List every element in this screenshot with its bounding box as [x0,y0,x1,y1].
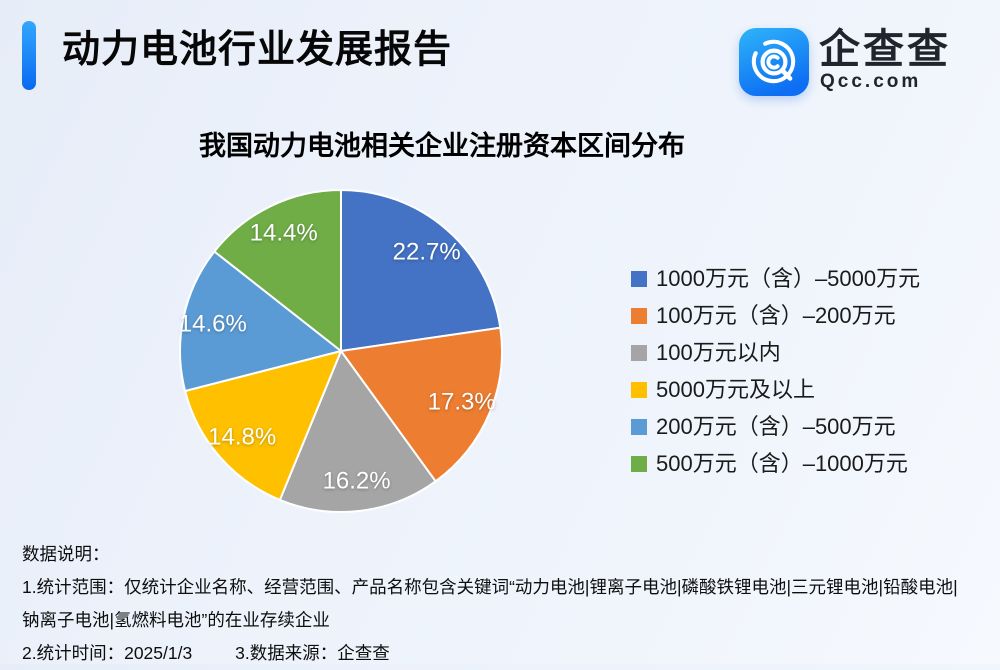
legend-item: 1000万元（含）–5000万元 [631,267,920,291]
logo-brand-name: 企查查 [819,26,951,72]
logo-domain: Qcc.com [820,71,922,92]
pie-slice [340,189,502,352]
legend-item: 5000万元及以上 [631,378,920,402]
chart-title: 我国动力电池相关企业注册资本区间分布 [199,131,685,161]
legend-label: 5000万元及以上 [656,377,815,402]
footer-note-time: 2.统计时间：2025/1/3 [22,643,193,663]
pie-slice [278,350,437,513]
legend-swatch [631,271,647,287]
legend-item: 200万元（含）–500万元 [631,415,920,439]
data-notes: 数据说明： 1.统计范围：仅统计企业名称、经营范围、产品名称包含关键词“动力电池… [22,538,968,670]
legend-label: 500万元（含）–1000万元 [656,451,908,476]
legend-label: 100万元以内 [656,340,781,365]
chart-legend: 1000万元（含）–5000万元 100万元（含）–200万元 100万元以内 500… [631,267,920,476]
pie-slice-label: 22.7% [393,238,461,265]
pie-slice [184,350,342,501]
page-title: 动力电池行业发展报告 [62,29,453,71]
pie-slice [179,250,342,392]
pie-slice-label: 17.3% [428,388,496,415]
footer-heading: 数据说明： [22,544,110,564]
legend-item: 100万元（含）–200万元 [631,304,920,328]
footer-note-row: 2.统计时间：2025/1/3 3.数据来源：企查查 [22,637,968,670]
qcc-logo: 企查查 Qcc.com [739,28,951,96]
legend-label: 100万元（含）–200万元 [656,303,896,328]
legend-swatch [631,308,647,324]
title-accent-bar [22,21,36,90]
pie-slice [340,326,503,483]
pie-slice-label: 14.4% [250,220,318,247]
legend-item: 500万元（含）–1000万元 [631,452,920,476]
pie-slice-label: 14.6% [179,311,247,338]
pie-slice-label: 14.8% [208,424,276,451]
qcc-logo-text: 企查查 Qcc.com [819,28,951,93]
legend-swatch [631,419,647,435]
pie-chart: 22.7% 17.3% 16.2% 14.8% 14.6% 14.4% [179,189,503,513]
legend-item: 100万元以内 [631,341,920,365]
legend-swatch [631,382,647,398]
legend-label: 200万元（含）–500万元 [656,414,896,439]
qcc-logo-icon [739,28,809,96]
legend-swatch [631,345,647,361]
magnifier-q-icon [751,39,796,84]
pie-slice [213,189,342,352]
footer-note-scope: 1.统计范围：仅统计企业名称、经营范围、产品名称包含关键词“动力电池|锂离子电池… [22,577,958,630]
legend-label: 1000万元（含）–5000万元 [656,266,921,291]
legend-swatch [631,456,647,472]
footer-note-source: 3.数据来源：企查查 [235,643,390,663]
pie-slice-label: 16.2% [323,468,391,495]
